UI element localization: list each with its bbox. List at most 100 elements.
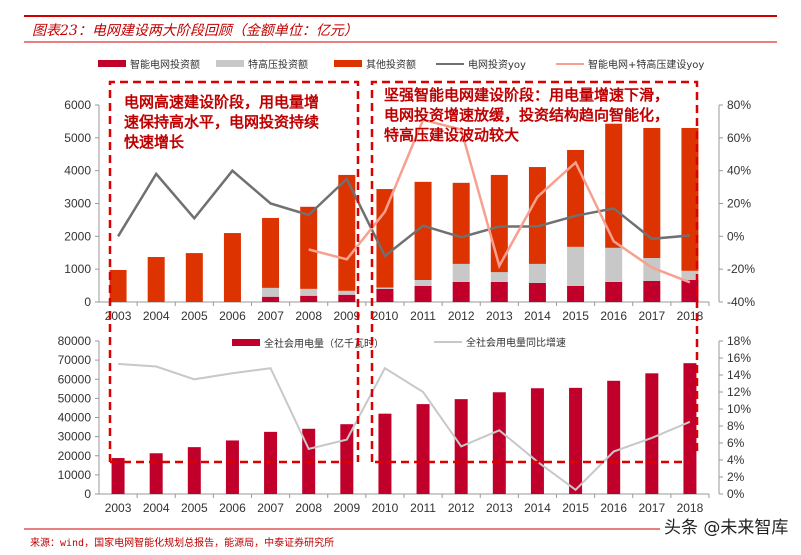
left-tick-label: 50000 xyxy=(58,391,92,405)
bar-2015-2 xyxy=(567,149,585,247)
bar-2010-1 xyxy=(376,287,394,289)
bar-2017-0 xyxy=(645,373,659,494)
x-tick-label: 2011 xyxy=(410,309,436,323)
bar-2007-2 xyxy=(262,217,280,288)
left-tick-label: 10000 xyxy=(58,468,92,482)
x-tick-label: 2005 xyxy=(181,309,208,323)
left-tick-label: 70000 xyxy=(58,353,92,367)
legend-swatch-smart xyxy=(98,60,126,67)
left-tick-label: 40000 xyxy=(58,411,92,425)
left-tick-label: 0 xyxy=(84,487,91,501)
annotation-left-line1: 电网高速建设阶段，用电量增 xyxy=(124,93,319,111)
x-tick-label: 2007 xyxy=(257,501,284,515)
x-tick-label: 2015 xyxy=(562,501,589,515)
x-tick-label: 2013 xyxy=(486,309,513,323)
right-tick-label: 14% xyxy=(727,368,751,382)
bar-2011-0 xyxy=(414,285,432,302)
left-tick-label: 60000 xyxy=(58,372,92,386)
bar-2015-0 xyxy=(567,285,585,302)
watermark-bg xyxy=(660,515,790,539)
figure-title: 图表23：电网建设两大阶段回顾（金额单位：亿元） xyxy=(32,23,358,39)
bar-2017-2 xyxy=(643,127,661,259)
bar-2016-0 xyxy=(607,380,621,494)
left-tick-label: 20000 xyxy=(58,449,92,463)
x-tick-label: 2005 xyxy=(181,501,208,515)
x-tick-label: 2009 xyxy=(333,309,360,323)
x-tick-label: 2017 xyxy=(638,501,665,515)
bar-2008-2 xyxy=(300,206,318,289)
x-tick-label: 2004 xyxy=(143,501,170,515)
top-plot: 0 1000 2000 3000 4000 5000 6000 -40% -20% 0% 20% 40… xyxy=(64,98,755,323)
right-tick-label: 12% xyxy=(727,385,751,399)
bar-2005-2 xyxy=(185,253,203,302)
annotation-right-line3: 特高压建设波动较大 xyxy=(384,126,519,144)
bar-2010-0 xyxy=(378,413,392,494)
annotation-right-line2: 电网投资增速放缓，投资结构趋向智能化， xyxy=(384,106,669,124)
bar-2007-1 xyxy=(262,287,280,297)
x-tick-label: 2003 xyxy=(105,501,132,515)
right-tick-label: 18% xyxy=(727,334,751,348)
bar-2011-2 xyxy=(414,181,432,281)
right-tick-label: 80% xyxy=(727,98,751,112)
x-tick-label: 2014 xyxy=(524,501,551,515)
x-tick-label: 2015 xyxy=(562,309,589,323)
bar-2006-0 xyxy=(225,440,239,494)
line-series-0 xyxy=(117,168,691,258)
x-tick-label: 2010 xyxy=(372,501,399,515)
right-tick-label: 8% xyxy=(727,419,745,433)
annotation-left: 电网高速建设阶段，用电量增 速保持高水平，电网投资持续 快速增长 xyxy=(124,93,319,151)
right-tick-label: 0% xyxy=(727,487,745,501)
annotation-right-line1: 坚强智能电网建设阶段：用电量增速下滑， xyxy=(384,86,669,104)
right-tick-label: 20% xyxy=(727,197,751,211)
left-tick-label: 30000 xyxy=(58,430,92,444)
phase1-frame xyxy=(108,80,360,462)
bar-2014-1 xyxy=(528,263,546,283)
bar-2006-2 xyxy=(223,233,241,302)
bar-2009-0 xyxy=(338,294,356,302)
phase-frames xyxy=(108,80,699,464)
left-tick-label: 6000 xyxy=(64,98,91,112)
x-tick-label: 2010 xyxy=(372,309,399,323)
legend-label-grid-yoy: 电网投资yoy xyxy=(468,58,526,71)
bar-2013-1 xyxy=(490,272,508,282)
right-tick-label: -40% xyxy=(727,295,755,309)
x-tick-label: 2006 xyxy=(219,309,246,323)
left-tick-label: 0 xyxy=(84,295,91,309)
legend-label-other: 其他投资额 xyxy=(366,58,416,71)
bar-2008-1 xyxy=(300,288,318,296)
x-tick-label: 2007 xyxy=(257,309,284,323)
bar-2014-0 xyxy=(530,388,544,494)
bar-2010-0 xyxy=(376,288,394,302)
bar-2018-1 xyxy=(681,270,699,281)
bar-2005-0 xyxy=(187,447,201,494)
bar-2004-2 xyxy=(147,257,165,302)
bar-2011-0 xyxy=(416,404,430,494)
bar-2017-0 xyxy=(643,280,661,302)
x-tick-label: 2003 xyxy=(105,309,132,323)
x-tick-label: 2012 xyxy=(448,501,475,515)
right-tick-label: 6% xyxy=(727,436,745,450)
bar-2009-0 xyxy=(340,424,354,494)
phase2-frame xyxy=(370,80,699,462)
legend-swatch-other xyxy=(334,60,362,67)
right-tick-label: 16% xyxy=(727,351,751,365)
x-tick-label: 2008 xyxy=(295,309,322,323)
left-tick-label: 5000 xyxy=(64,131,91,145)
right-tick-label: 4% xyxy=(727,453,745,467)
legend-label-consumption: 全社会用电量（亿千瓦时） xyxy=(264,337,384,350)
bar-2012-2 xyxy=(452,182,470,264)
bar-2009-1 xyxy=(338,290,356,295)
x-tick-label: 2018 xyxy=(677,309,704,323)
bar-2015-0 xyxy=(569,387,583,494)
bar-2007-0 xyxy=(262,296,280,302)
left-tick-label: 2000 xyxy=(64,229,91,243)
source-note: 来源：wind，国家电网智能化规划总报告，能源局，中泰证券研究所 xyxy=(30,536,334,549)
x-tick-label: 2012 xyxy=(448,309,475,323)
left-tick-label: 4000 xyxy=(64,164,91,178)
bar-2012-0 xyxy=(452,281,470,302)
right-tick-label: 0% xyxy=(727,229,745,243)
x-tick-label: 2016 xyxy=(600,501,627,515)
bar-2003-2 xyxy=(109,269,127,302)
x-tick-label: 2018 xyxy=(677,501,704,515)
